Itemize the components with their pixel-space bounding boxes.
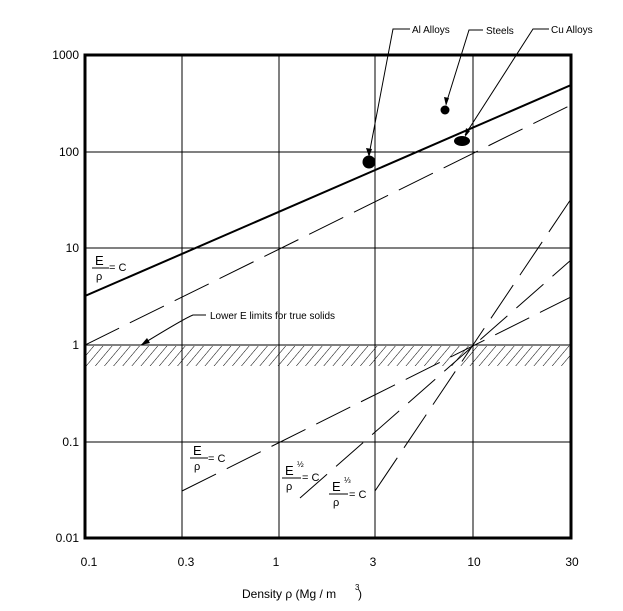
steels-label: Steels — [486, 26, 514, 37]
svg-text:ρ: ρ — [194, 461, 200, 473]
formula-e-third-over-rho: E ⅓ ρ = C — [329, 476, 366, 509]
svg-text:E: E — [332, 479, 341, 494]
svg-text:ρ: ρ — [96, 271, 102, 283]
svg-text:ρ: ρ — [333, 497, 339, 509]
svg-text:= C: = C — [109, 262, 126, 274]
y-axis-ticks: 1000 100 10 1 0.1 0.01 — [52, 48, 79, 545]
svg-text:E: E — [193, 443, 202, 458]
svg-text:= C: = C — [302, 472, 319, 484]
e-third-over-rho-line — [374, 198, 571, 492]
cu-alloys-label: Cu Alloys — [551, 25, 593, 36]
svg-text:⅓: ⅓ — [344, 476, 351, 485]
x-tick: 3 — [370, 555, 377, 569]
x-axis-title: Density ρ (Mg / m 3 ) — [242, 583, 362, 601]
y-tick: 1 — [72, 338, 79, 352]
steels-leader-arrow-icon — [444, 97, 449, 106]
plot-frame — [83, 53, 573, 540]
lower-limits-leader — [140, 314, 206, 346]
lower-limits-arrow-icon — [141, 338, 150, 345]
svg-text:E: E — [95, 253, 104, 268]
y-tick: 100 — [59, 145, 79, 159]
formula-upper-e-over-rho: E ρ = C — [92, 253, 126, 283]
cu-alloys-point — [454, 136, 470, 146]
steels-point — [440, 105, 450, 115]
al-alloys-label: Al Alloys — [412, 25, 450, 36]
y-tick: 0.01 — [56, 531, 80, 545]
formula-lower-e-over-rho: E ρ = C — [190, 443, 225, 473]
e-over-rho-dashed-line — [85, 104, 571, 346]
y-tick: 10 — [66, 241, 80, 255]
steels-leader — [445, 29, 483, 105]
svg-text:Density ρ (Mg / m: Density ρ (Mg / m — [242, 587, 336, 601]
cu-alloys-leader — [464, 28, 549, 136]
e-half-over-rho-line — [299, 259, 571, 499]
cu-leader-arrow-icon — [465, 128, 470, 137]
al-alloys-point — [362, 155, 376, 169]
e-over-rho-lower-line — [181, 296, 571, 492]
svg-text:3: 3 — [355, 583, 360, 592]
svg-text:ρ: ρ — [286, 481, 292, 493]
x-axis-ticks: 0.1 0.3 1 3 10 30 — [81, 555, 579, 569]
x-tick: 0.1 — [81, 555, 98, 569]
svg-text:½: ½ — [297, 460, 304, 469]
grid — [85, 55, 571, 538]
x-tick: 30 — [565, 555, 579, 569]
x-tick: 10 — [467, 555, 481, 569]
al-alloys-leader — [368, 28, 410, 156]
lower-e-limit-band — [86, 346, 570, 366]
y-tick: 0.1 — [62, 435, 79, 449]
svg-text:= C: = C — [349, 489, 366, 501]
svg-text:= C: = C — [208, 453, 225, 465]
e-over-rho-solid-line — [85, 84, 571, 297]
y-tick: 1000 — [52, 48, 79, 62]
al-leader-arrow-icon — [366, 148, 372, 157]
lower-limits-label: Lower E limits for true solids — [210, 311, 335, 322]
svg-text:E: E — [285, 463, 294, 478]
formula-e-half-over-rho: E ½ ρ = C — [282, 460, 319, 493]
x-tick: 1 — [273, 555, 280, 569]
svg-text:): ) — [358, 587, 362, 601]
x-tick: 0.3 — [178, 555, 195, 569]
